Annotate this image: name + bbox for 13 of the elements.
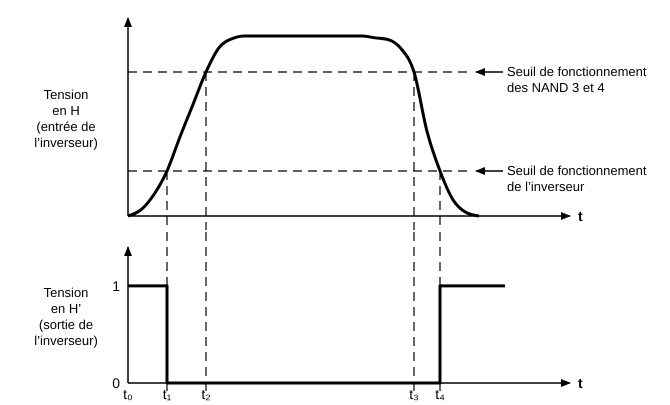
ref-line-label: Seuil de fonctionnement de l’inverseur xyxy=(507,163,647,194)
x-axis-title: t xyxy=(578,208,583,224)
y-tick-label: 1 xyxy=(112,278,120,294)
x-tick-label: t₁ xyxy=(162,386,172,402)
ref-line-label: Seuil de fonctionnement des NAND 3 et 4 xyxy=(507,64,647,95)
x-tick-label: t₄ xyxy=(435,386,446,402)
x-tick-label: t₂ xyxy=(201,386,211,402)
y-axis-title: Tension en H (entrée de l’inverseur) xyxy=(34,87,98,150)
x-axis-title: t xyxy=(578,375,583,391)
x-tick-label: t₀ xyxy=(123,386,134,402)
y-axis-title: Tension en H’ (sortie de l’inverseur) xyxy=(34,285,98,348)
x-tick-label: t₃ xyxy=(409,386,419,402)
y-tick-label: 0 xyxy=(112,375,120,391)
